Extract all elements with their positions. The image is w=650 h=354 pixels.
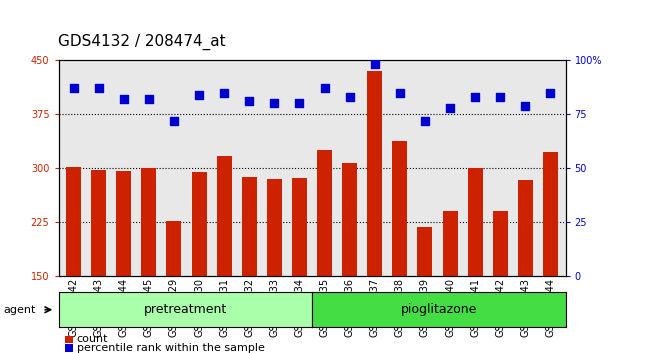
Bar (166, 221, 181, 276)
Point (344, 94, 355, 100)
Point (244, 98, 254, 104)
Text: GDS4132 / 208474_at: GDS4132 / 208474_at (58, 33, 226, 50)
Point (545, 90, 556, 96)
Point (219, 90, 229, 96)
Point (470, 94, 480, 100)
Point (169, 118, 179, 124)
Point (294, 101, 305, 106)
Bar (543, 152, 558, 276)
Point (118, 96, 129, 102)
Bar (116, 171, 131, 276)
Bar (443, 211, 458, 276)
Text: count: count (77, 335, 108, 344)
Text: percentile rank within the sample: percentile rank within the sample (77, 343, 265, 353)
Point (144, 96, 154, 102)
Bar (393, 141, 408, 276)
Point (370, 62, 380, 67)
Bar (342, 163, 358, 276)
Bar (66, 167, 81, 276)
Bar (91, 170, 106, 276)
Bar (493, 211, 508, 276)
Bar (518, 181, 533, 276)
Text: pioglitazone: pioglitazone (400, 303, 477, 316)
Point (520, 103, 530, 108)
Bar (317, 150, 332, 276)
Point (495, 94, 506, 100)
Bar (216, 156, 231, 276)
Point (420, 118, 430, 124)
Bar (417, 227, 432, 276)
Point (445, 105, 455, 110)
Bar (192, 172, 207, 276)
Bar (242, 177, 257, 276)
Text: agent: agent (3, 305, 36, 315)
Bar (367, 71, 382, 276)
Point (395, 90, 405, 96)
Point (68, 85, 79, 91)
Bar (266, 179, 282, 276)
Point (269, 101, 280, 106)
Text: pretreatment: pretreatment (144, 303, 227, 316)
Bar (292, 177, 307, 276)
Point (319, 85, 330, 91)
Point (194, 92, 204, 98)
Bar (467, 168, 483, 276)
Bar (141, 168, 157, 276)
Point (94, 85, 104, 91)
